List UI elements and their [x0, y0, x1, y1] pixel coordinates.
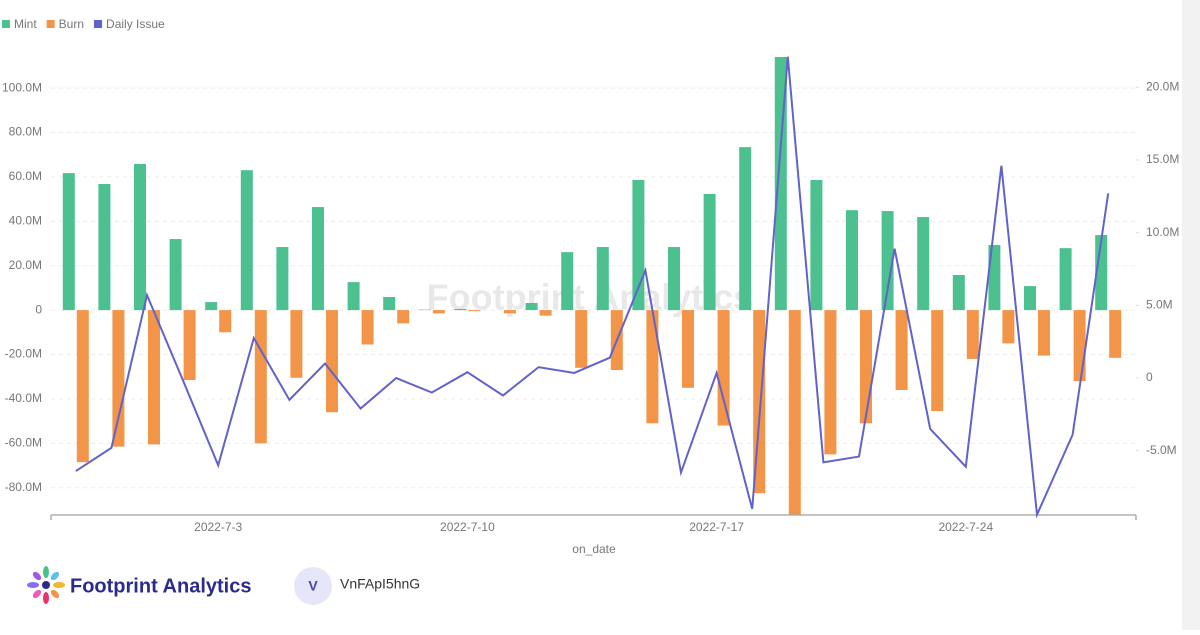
- legend-swatch: [2, 20, 10, 28]
- bar: [1038, 310, 1050, 356]
- bar: [718, 310, 730, 425]
- bar: [575, 310, 587, 368]
- bar: [1109, 310, 1121, 358]
- bar: [739, 147, 751, 310]
- bar: [148, 310, 160, 444]
- bar: [540, 310, 552, 316]
- bar: [184, 310, 196, 380]
- bar: [255, 310, 267, 443]
- bar: [397, 310, 409, 323]
- bar: [561, 252, 573, 310]
- bar: [170, 239, 182, 310]
- y-tick-label: 40.0M: [9, 213, 42, 227]
- x-axis-label: on_date: [572, 542, 616, 556]
- bar: [112, 310, 124, 447]
- bar: [810, 180, 822, 310]
- y2-tick-label: 0: [1146, 370, 1153, 384]
- bar: [789, 310, 801, 514]
- x-tick-label: 2022-7-10: [440, 520, 495, 534]
- bar: [1074, 310, 1086, 381]
- user-name[interactable]: VnFApI5hnG: [340, 576, 420, 592]
- y2-tick-label: 10.0M: [1146, 225, 1179, 239]
- avatar: V: [308, 578, 318, 594]
- legend-swatch: [94, 20, 102, 28]
- y-tick-label: 80.0M: [9, 125, 42, 139]
- bar: [632, 180, 644, 310]
- y2-tick-label: -5.0M: [1146, 443, 1177, 457]
- legend-label: Daily Issue: [106, 17, 165, 31]
- legend-label: Burn: [59, 17, 84, 31]
- bar: [597, 247, 609, 310]
- bar: [312, 207, 324, 310]
- bar: [98, 184, 110, 310]
- bar: [454, 309, 466, 310]
- bar: [1002, 310, 1014, 343]
- bar: [846, 210, 858, 310]
- bar: [134, 164, 146, 310]
- bar: [682, 310, 694, 388]
- bar: [967, 310, 979, 359]
- bar: [1060, 248, 1072, 310]
- bar: [504, 310, 516, 313]
- legend-swatch: [47, 20, 55, 28]
- y-tick-label: -60.0M: [5, 435, 42, 449]
- bar: [241, 170, 253, 310]
- bar: [860, 310, 872, 423]
- bar: [953, 275, 965, 310]
- bar: [290, 310, 302, 378]
- bar: [896, 310, 908, 390]
- bar: [526, 303, 538, 310]
- y-tick-label: -20.0M: [5, 347, 42, 361]
- y2-tick-label: 15.0M: [1146, 152, 1179, 166]
- bar: [326, 310, 338, 412]
- y-tick-label: 100.0M: [2, 80, 42, 94]
- y-tick-label: 20.0M: [9, 258, 42, 272]
- scrollbar: [1182, 0, 1200, 630]
- bar: [704, 194, 716, 310]
- bar: [433, 310, 445, 313]
- legend-label: Mint: [14, 17, 37, 31]
- y2-tick-label: 5.0M: [1146, 298, 1173, 312]
- x-tick-label: 2022-7-17: [689, 520, 744, 534]
- logo: [27, 566, 65, 604]
- bar: [276, 247, 288, 310]
- bar: [219, 310, 231, 332]
- bar: [1024, 286, 1036, 310]
- bar: [383, 297, 395, 310]
- bar: [931, 310, 943, 411]
- y-tick-label: -40.0M: [5, 391, 42, 405]
- brand: Footprint Analytics: [70, 575, 251, 597]
- x-tick-label: 2022-7-3: [194, 520, 242, 534]
- bar: [205, 302, 217, 310]
- bar: [63, 173, 75, 310]
- bar: [468, 310, 480, 311]
- x-tick-label: 2022-7-24: [938, 520, 993, 534]
- bar: [362, 310, 374, 344]
- bar: [348, 282, 360, 310]
- y-tick-label: -80.0M: [5, 480, 42, 494]
- y-tick-label: 60.0M: [9, 169, 42, 183]
- bar: [917, 217, 929, 310]
- y-tick-label: 0: [35, 302, 42, 316]
- bar: [646, 310, 658, 423]
- y2-tick-label: 20.0M: [1146, 79, 1179, 93]
- bar: [77, 310, 89, 462]
- bar: [824, 310, 836, 454]
- bar: [668, 247, 680, 310]
